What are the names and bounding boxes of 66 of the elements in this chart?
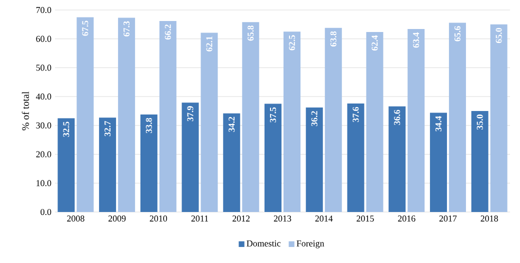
bar: [471, 111, 488, 212]
x-tick-label: 2010: [150, 216, 168, 222]
bar: [159, 20, 176, 212]
legend-label: Foreign: [296, 240, 324, 248]
data-label: 65.0: [496, 28, 502, 44]
x-tick-label: 2017: [439, 216, 457, 222]
bar: [182, 102, 199, 212]
data-label: 32.7: [104, 121, 111, 136]
bar: [490, 24, 508, 212]
y-tick-label: 30.0: [36, 122, 52, 128]
bar: [118, 18, 136, 212]
data-label: 36.6: [394, 110, 400, 125]
y-tick-label: 20.0: [36, 151, 52, 158]
data-label: 62.5: [288, 35, 296, 50]
data-label: 34.4: [435, 116, 442, 132]
bar: [408, 29, 425, 212]
x-tick-label: 2014: [315, 216, 333, 222]
bar: [264, 104, 282, 212]
bar: [200, 32, 218, 212]
bar: [430, 112, 447, 212]
bar: [223, 113, 240, 212]
bar: [99, 118, 116, 212]
data-label: 66.2: [164, 24, 171, 40]
y-tick-label: 50.0: [36, 64, 52, 71]
bar: [388, 106, 406, 212]
y-axis-title: % of total: [22, 92, 29, 130]
data-label: 63.4: [413, 32, 420, 48]
data-label: 67.3: [124, 21, 130, 36]
data-label: 67.5: [82, 20, 88, 36]
bar: [76, 17, 94, 212]
bar: [448, 22, 466, 212]
data-label: 35.0: [476, 114, 483, 130]
y-tick-label: 0.0: [40, 208, 52, 216]
bar: [324, 28, 342, 212]
data-label: 62.4: [372, 35, 378, 51]
data-label: 33.8: [146, 118, 152, 134]
x-tick-label: 2013: [274, 216, 292, 222]
x-tick-label: 2008: [67, 216, 84, 222]
data-label: 65.6: [454, 26, 460, 42]
y-tick-label: 10.0: [36, 180, 52, 186]
data-label: 62.1: [206, 36, 212, 52]
data-label: 63.8: [330, 31, 336, 46]
data-label: 65.8: [248, 26, 254, 41]
data-label: 37.5: [270, 107, 276, 122]
bar: [366, 32, 384, 212]
data-label: 36.2: [311, 111, 318, 126]
x-tick-label: 2015: [356, 216, 374, 222]
bar: [58, 118, 75, 212]
legend-label: Domestic: [246, 240, 280, 246]
bar: [347, 104, 364, 212]
x-tick-label: 2012: [232, 216, 250, 222]
x-tick-label: 2016: [398, 216, 416, 222]
x-tick-label: 2018: [480, 216, 498, 222]
data-label: 37.6: [352, 106, 359, 122]
x-tick-label: 2009: [108, 216, 126, 222]
bar: [140, 114, 158, 212]
data-label: 32.5: [63, 122, 70, 137]
y-tick-label: 40.0: [36, 94, 52, 100]
bar: [242, 22, 260, 212]
x-tick-label: 2011: [191, 216, 208, 222]
y-tick-label: 70.0: [36, 6, 52, 14]
y-tick-label: 60.0: [36, 36, 52, 42]
bar: [284, 32, 301, 212]
data-label: 37.9: [187, 106, 194, 122]
data-label: 34.2: [228, 116, 235, 132]
bar: [306, 108, 323, 212]
